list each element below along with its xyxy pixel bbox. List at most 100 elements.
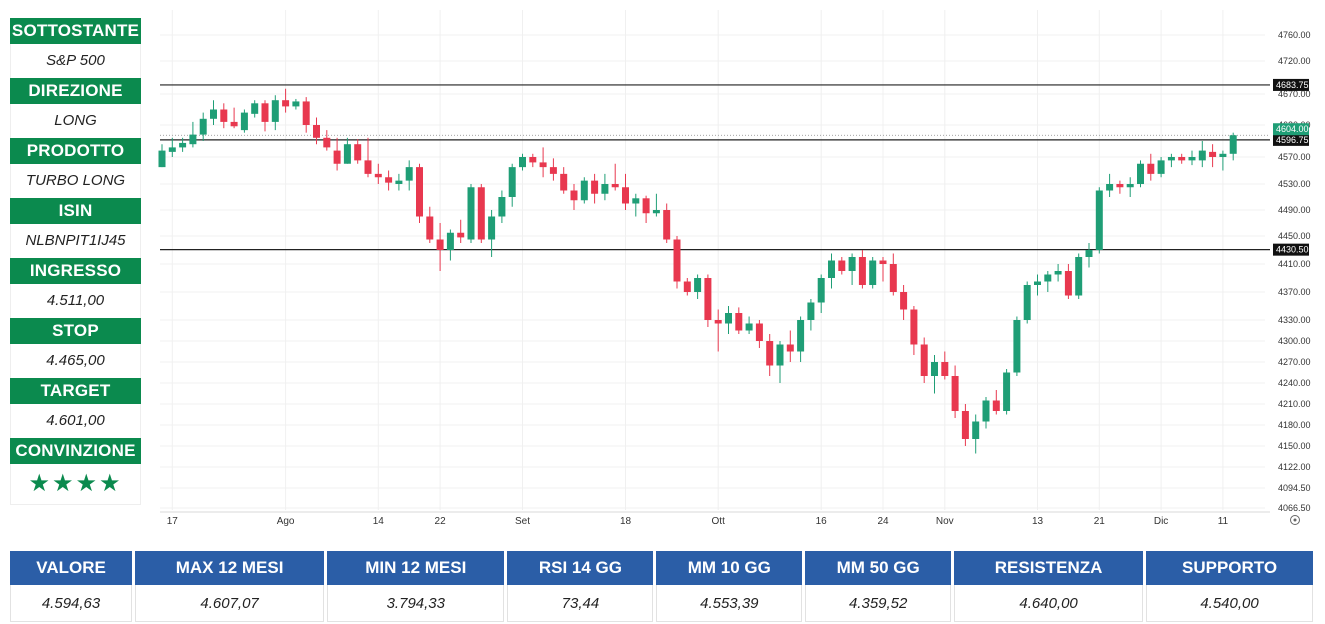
x-axis: 17 Ago 14 22 Set 18 Ott 16 24 Nov 13 21 Dic 11	[167, 516, 1229, 527]
candle-body	[210, 109, 217, 119]
candle-body	[343, 144, 351, 164]
candle-body	[1219, 153, 1227, 157]
y-tick-label: 4210.00	[1278, 399, 1311, 409]
candle-body	[374, 173, 382, 178]
candle-body	[1147, 163, 1155, 174]
candle-body	[292, 101, 300, 107]
sidebar-header-direzione: DIREZIONE	[10, 78, 141, 104]
sidebar-value-direzione: LONG	[10, 104, 141, 138]
stats-header: MM 10 GG	[656, 551, 803, 585]
x-tick-label: Set	[515, 516, 530, 527]
level-box	[1273, 78, 1309, 91]
candle-body	[858, 257, 866, 285]
last-price-label: 4604.00	[1276, 124, 1309, 134]
candle-body	[508, 167, 516, 197]
x-tick-label: 16	[816, 516, 828, 527]
candle-body	[405, 167, 413, 181]
candlestick-chart: 4760.004720.004670.004620.004570.004530.…	[158, 10, 1311, 527]
candle-body	[570, 190, 578, 201]
candle-body	[240, 112, 248, 131]
stats-value: 4.540,00	[1146, 585, 1313, 622]
sidebar-value-stop: 4.465,00	[10, 344, 141, 378]
candle-body	[848, 257, 856, 271]
stats-value: 4.553,39	[656, 585, 803, 622]
candle-body	[797, 320, 805, 352]
stats-header: VALORE	[10, 551, 133, 585]
candle-body	[1229, 135, 1237, 154]
y-tick-label: 4066.50	[1278, 503, 1311, 513]
candle-body	[457, 232, 465, 238]
level-box	[1273, 133, 1309, 146]
candle-body	[1209, 151, 1217, 157]
candle-body	[251, 103, 259, 114]
candle-body	[920, 344, 928, 376]
candle-body	[817, 278, 825, 303]
stats-value: 4.640,00	[954, 585, 1144, 622]
candle-body	[426, 216, 434, 240]
stats-header: RSI 14 GG	[507, 551, 654, 585]
candle-body	[838, 260, 846, 271]
y-tick-label: 4530.00	[1278, 179, 1311, 189]
x-tick-label: Dic	[1154, 516, 1168, 527]
candle-body	[704, 278, 712, 320]
candle-body	[622, 187, 629, 204]
candle-body	[261, 103, 269, 122]
candle-body	[539, 162, 547, 168]
y-tick-label: 4410.00	[1278, 259, 1311, 269]
x-tick-label: Nov	[936, 516, 954, 527]
stats-value: 4.607,07	[135, 585, 325, 622]
candle-body	[560, 173, 568, 191]
y-tick-label: 4180.00	[1278, 420, 1311, 430]
y-tick-label: 4240.00	[1278, 378, 1311, 388]
candle-body	[879, 260, 887, 264]
stats-header: RESISTENZA	[954, 551, 1144, 585]
candle-body	[673, 239, 681, 282]
y-axis: 4760.004720.004670.004620.004570.004530.…	[1273, 30, 1311, 513]
candle-body	[982, 400, 990, 422]
candle-body	[745, 323, 753, 331]
candle-body	[1178, 157, 1186, 161]
candle-body	[1157, 160, 1165, 174]
candle-body	[1064, 271, 1072, 296]
candle-body	[869, 260, 877, 285]
candle-body	[1034, 281, 1041, 285]
y-tick-label: 4300.00	[1278, 336, 1311, 346]
candle-body	[1095, 190, 1103, 250]
candle-body	[931, 362, 938, 376]
x-tick-label: 24	[877, 516, 889, 527]
sidebar-header-target: TARGET	[10, 378, 141, 404]
candle-body	[951, 376, 959, 411]
x-tick-label: 18	[620, 516, 632, 527]
candle-body	[735, 313, 743, 331]
candle-body	[828, 260, 835, 278]
sidebar-header-prodotto: PRODOTTO	[10, 138, 141, 164]
candle-body	[755, 323, 763, 341]
candles	[158, 88, 1237, 454]
candle-body	[364, 160, 372, 174]
sidebar-header-isin: ISIN	[10, 198, 141, 224]
candle-body	[652, 210, 660, 214]
candle-body	[519, 157, 526, 168]
candle-body	[282, 100, 290, 107]
candle-body	[179, 142, 187, 148]
candle-body	[807, 302, 815, 320]
candle-body	[941, 362, 949, 376]
candle-body	[230, 121, 238, 127]
sidebar-header-sottostante: SOTTOSTANTE	[10, 18, 141, 44]
stats-value: 4.594,63	[10, 585, 133, 622]
stats-header: MAX 12 MESI	[135, 551, 325, 585]
candle-body	[1075, 257, 1083, 296]
stats-header-row: VALORE MAX 12 MESI MIN 12 MESI RSI 14 GG…	[10, 551, 1313, 585]
x-tick-label: 17	[167, 516, 179, 527]
candle-body	[961, 411, 969, 439]
chart-settings-icon[interactable]	[1290, 515, 1300, 525]
sidebar-value-isin: NLBNPIT1IJ45	[10, 224, 141, 258]
x-tick-label: Ago	[277, 516, 295, 527]
candle-body	[385, 177, 393, 183]
candle-body	[323, 137, 331, 148]
candle-body	[632, 198, 640, 204]
candle-body	[549, 167, 557, 174]
candle-body	[642, 198, 650, 214]
sidebar-value-target: 4.601,00	[10, 404, 141, 438]
candle-body	[354, 144, 362, 161]
